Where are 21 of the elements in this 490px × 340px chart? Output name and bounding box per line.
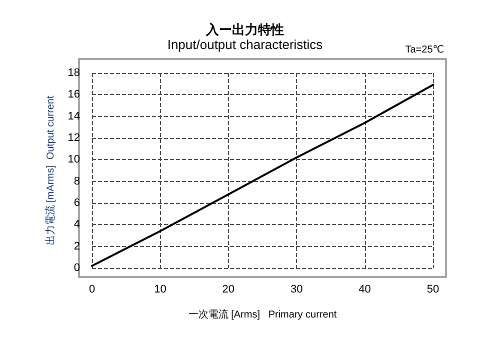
y-tick-label: 6 <box>74 197 80 209</box>
chart-subtitle: Input/output characteristics <box>167 37 324 52</box>
x-tick-label: 0 <box>88 284 96 296</box>
y-tick-label: 12 <box>68 132 80 144</box>
y-tick-label: 8 <box>74 175 80 188</box>
x-tick-label: 10 <box>154 284 166 296</box>
y-axis-title: 出力電流 [mArms] Output current <box>44 96 56 246</box>
y-tick-label: 10 <box>68 154 80 166</box>
text: Ta=25℃ <box>405 44 444 56</box>
y-tick-label: 18 <box>68 67 80 79</box>
y-tick-label: 2 <box>74 240 80 252</box>
y-tick-label: 16 <box>68 88 80 101</box>
x-tick-label: 20 <box>222 284 235 296</box>
x-tick-label: 30 <box>290 284 303 296</box>
x-tick-label: 50 <box>426 284 440 296</box>
y-tick-label: 0 <box>74 262 80 274</box>
x-tick-label: 40 <box>358 284 371 296</box>
chart-title: 入ー出力特性 <box>205 22 284 37</box>
x-axis-title: 一次電流 [Arms] Primary current <box>188 308 337 320</box>
y-tick-label: 4 <box>74 218 80 231</box>
y-tick-label: 14 <box>68 110 80 122</box>
